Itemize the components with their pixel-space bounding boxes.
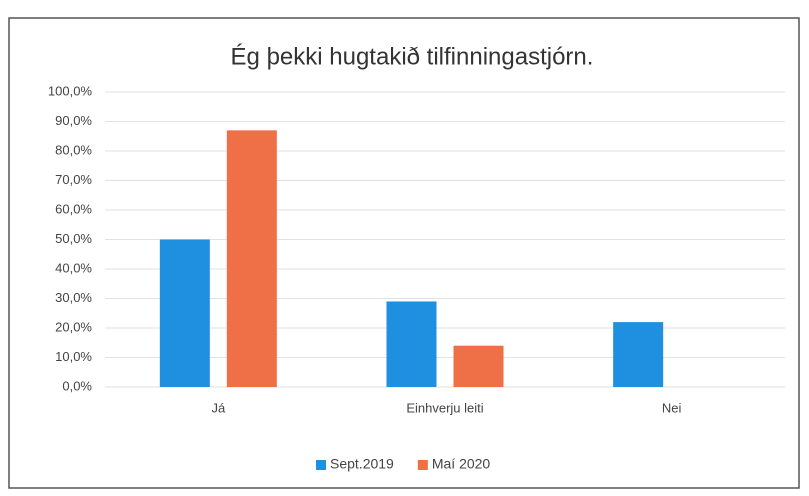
x-tick-label: Já: [211, 400, 226, 415]
y-tick-label: 40,0%: [55, 260, 92, 275]
y-tick-label: 30,0%: [55, 290, 92, 305]
y-tick-label: 20,0%: [55, 319, 92, 334]
y-tick-label: 50,0%: [55, 231, 92, 246]
chart-frame: [8, 17, 800, 489]
bar: [386, 301, 437, 387]
y-tick-label: 10,0%: [55, 349, 92, 364]
y-tick-label: 0,0%: [62, 378, 92, 393]
y-tick-label: 70,0%: [55, 172, 92, 187]
legend-label: Sept.2019: [330, 456, 394, 472]
bar: [453, 345, 504, 387]
bar: [613, 322, 664, 387]
x-tick-label: Einhverju leiti: [406, 400, 483, 415]
legend-swatch: [417, 460, 428, 470]
chart-title: Ég þekki hugtakið tilfinningastjórn.: [231, 43, 594, 70]
x-tick-label: Nei: [662, 400, 682, 415]
y-tick-label: 80,0%: [55, 142, 92, 157]
y-tick-label: 90,0%: [55, 113, 92, 128]
y-tick-label: 60,0%: [55, 201, 92, 216]
legend-swatch: [316, 460, 326, 470]
legend-label: Maí 2020: [432, 456, 491, 472]
bar: [226, 130, 277, 387]
bar: [159, 239, 210, 387]
y-tick-label: 100,0%: [48, 83, 93, 98]
